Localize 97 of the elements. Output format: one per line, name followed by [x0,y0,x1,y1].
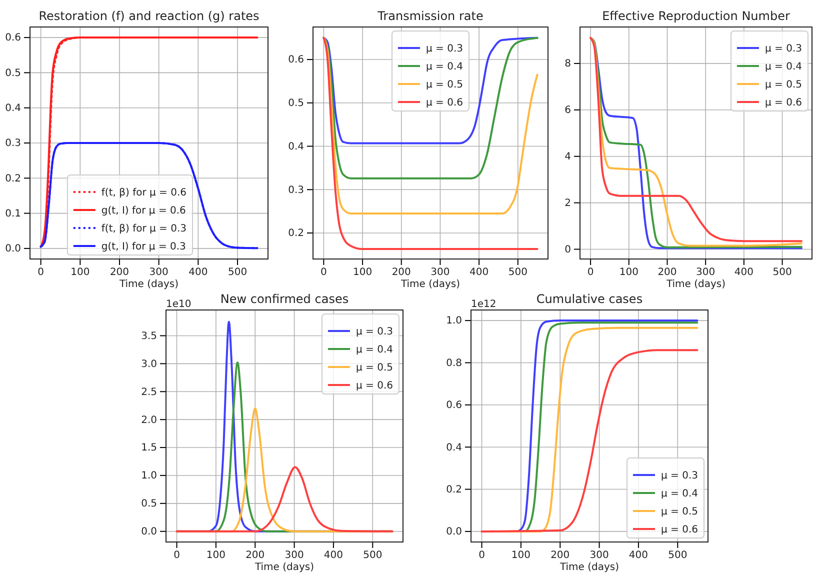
y-tick-label: 8 [564,58,571,70]
legend-label: μ = 0.5 [764,80,802,90]
x-tick-label: 400 [734,267,754,278]
x-tick-label: 500 [508,267,528,278]
x-tick-label: 300 [149,267,168,278]
y-tick-label: 0.0 [141,526,157,538]
y-tick-label: 3.5 [141,330,157,342]
y-tick-label: 0.5 [5,68,21,79]
chart-title: Cumulative cases [536,292,643,306]
x-axis-title: Time (days) [400,279,460,290]
x-axis-title: Time (days) [254,562,314,573]
x-tick-label: 0 [587,267,594,278]
line-series [176,466,394,532]
legend-label: μ = 0.3 [356,326,393,338]
x-tick-label: 200 [246,550,265,562]
x-tick-label: 100 [619,267,638,278]
x-tick-label: 200 [550,550,570,562]
y-tick-label: 0.3 [288,184,304,196]
y-tick-label: 2.0 [141,414,157,426]
x-tick-label: 0 [38,267,44,278]
y-tick-label: 1.0 [446,316,462,327]
legend-label: μ = 0.3 [764,44,802,54]
x-tick-label: 0 [320,267,327,278]
legend-label: g(t, I) for μ = 0.6 [101,206,186,216]
y-tick-label: 0.0 [5,244,21,255]
x-tick-label: 300 [590,550,609,562]
chart-title: Restoration (f) and reaction (g) rates [38,9,260,23]
y-tick-label: 3.0 [141,358,157,370]
x-tick-label: 300 [696,267,716,278]
y-tick-label: 0.5 [288,98,304,110]
y-tick-label: 0.6 [288,54,304,66]
y-tick-label: 1.5 [141,442,157,454]
legend-label: μ = 0.4 [660,488,698,500]
legend-label: μ = 0.6 [660,524,698,536]
chart-title: New confirmed cases [220,292,349,306]
y-tick-label: 0.6 [5,32,21,44]
x-tick-label: 300 [284,550,304,562]
x-tick-label: 0 [478,550,485,562]
x-tick-label: 400 [628,550,648,562]
legend-label: μ = 0.3 [426,44,464,54]
chart-title: Effective Reproduction Number [602,9,790,23]
x-tick-label: 100 [70,267,90,278]
legend-label: μ = 0.4 [356,344,393,356]
legend-label: μ = 0.6 [356,380,393,392]
legend-label: f(t, β) for μ = 0.3 [101,224,187,234]
legend-label: μ = 0.6 [764,98,802,108]
x-axis-title: Time (days) [665,279,726,290]
x-tick-label: 500 [772,267,792,278]
legend-label: μ = 0.6 [426,98,464,108]
x-tick-label: 400 [324,550,344,562]
line-series [322,36,538,250]
y-tick-label: 0.5 [141,498,157,510]
legend-label: μ = 0.5 [356,362,393,374]
x-tick-label: 200 [110,267,130,278]
y-tick-label: 0.2 [288,228,304,240]
legend-label: μ = 0.4 [764,62,802,72]
x-tick-label: 100 [511,550,530,562]
y-tick-label: 0.2 [446,484,462,496]
y-tick-label: 0.4 [5,103,21,114]
x-tick-label: 500 [363,550,382,562]
y-tick-label: 0.4 [288,141,304,152]
y-tick-label: 0.8 [446,358,462,369]
x-tick-label: 100 [352,267,372,278]
x-tick-label: 0 [174,550,180,562]
legend-label: μ = 0.4 [426,62,464,72]
x-tick-label: 500 [228,267,248,278]
x-axis-title: Time (days) [558,562,620,573]
x-tick-label: 100 [206,550,226,562]
legend-label: μ = 0.5 [660,506,698,518]
legend-label: μ = 0.5 [426,80,464,90]
x-tick-label: 200 [392,267,411,278]
legend-label: μ = 0.3 [660,470,698,482]
legend-label: f(t, β) for μ = 0.6 [101,188,187,198]
line-series [322,36,538,214]
y-tick-label: 0.1 [5,208,21,220]
annotation: 1e10 [166,299,192,310]
x-tick-label: 400 [188,267,208,278]
y-tick-label: 0.4 [446,442,462,454]
x-tick-label: 200 [658,267,677,278]
x-axis-title: Time (days) [118,279,179,290]
y-tick-label: 1.0 [141,470,157,482]
line-series [322,36,538,180]
legend-label: g(t, I) for μ = 0.3 [101,242,186,252]
chart-title: Transmission rate [376,9,484,23]
y-tick-label: 0.6 [446,400,462,412]
x-tick-label: 500 [668,550,688,562]
y-tick-label: 0.0 [446,526,462,538]
x-tick-label: 400 [470,267,489,278]
y-tick-label: 0.2 [5,173,21,184]
y-tick-label: 6 [564,105,571,116]
y-tick-label: 0.3 [5,138,21,150]
y-tick-label: 0 [564,244,571,256]
y-tick-label: 2.5 [141,386,157,398]
x-tick-label: 300 [430,267,450,278]
y-tick-label: 2 [564,198,571,209]
y-tick-label: 4 [564,152,571,163]
annotation: 1e12 [471,299,496,310]
